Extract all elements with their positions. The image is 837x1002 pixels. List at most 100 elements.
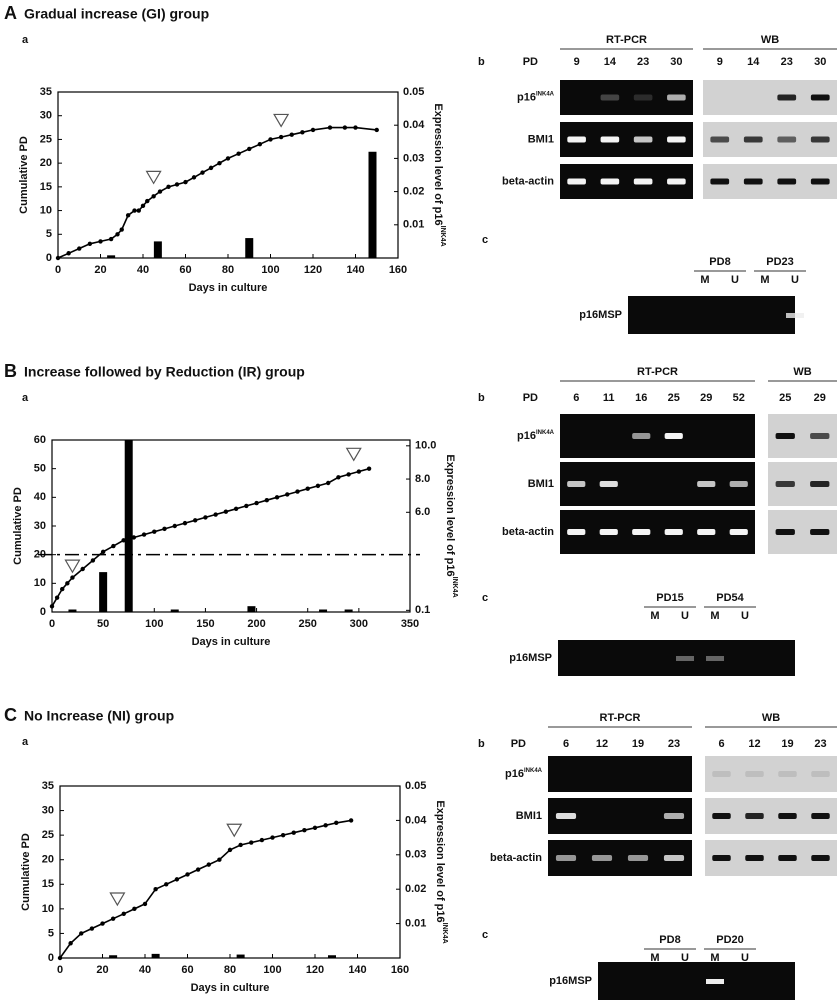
data-point [265, 498, 269, 502]
data-point [311, 128, 315, 132]
y-tick-label: 15 [40, 181, 52, 193]
gel-band [730, 529, 748, 535]
gel-band [664, 813, 684, 819]
data-point [151, 194, 155, 198]
row-label-name: BMI1 [516, 810, 542, 822]
data-point [302, 828, 306, 832]
y-tick-label: 15 [42, 878, 54, 890]
y2-tick-label: 0.02 [405, 883, 426, 895]
x-tick-label: 250 [299, 618, 317, 630]
data-point [77, 246, 81, 250]
lane-label: 6 [573, 392, 579, 404]
y-tick-label: 0 [46, 252, 52, 264]
data-point [164, 882, 168, 886]
data-point [143, 902, 147, 906]
data-point [132, 208, 136, 212]
row-label: BMI1 [516, 810, 542, 822]
data-point [268, 137, 272, 141]
data-point [328, 125, 332, 129]
data-point [285, 492, 289, 496]
lane-label: 14 [747, 56, 760, 68]
lane-label: 23 [668, 738, 680, 750]
gel-band [667, 137, 686, 143]
panel-letter: a [22, 392, 29, 404]
data-point [111, 544, 115, 548]
gel-header: RT-PCR [606, 34, 647, 46]
x-tick-label: 350 [401, 618, 419, 630]
data-point [68, 941, 72, 945]
data-point [357, 469, 361, 473]
x-axis-label: Days in culture [191, 982, 270, 994]
data-point [209, 166, 213, 170]
x-tick-label: 100 [145, 618, 163, 630]
panel-title: No Increase (NI) group [24, 708, 174, 724]
gel-band [556, 813, 576, 819]
gel-band [745, 813, 763, 819]
y-tick-label: 0 [40, 606, 46, 618]
x-tick-label: 100 [261, 264, 279, 276]
y2-tick-label: 8.0 [415, 473, 430, 485]
lane-label: 19 [781, 738, 793, 750]
pd-label: PD [523, 56, 538, 68]
y2-tick-label: 10.0 [415, 440, 436, 452]
gel-band [811, 179, 830, 185]
row-label: beta-actin [490, 852, 542, 864]
msp-gel [598, 962, 795, 1000]
data-point [292, 830, 296, 834]
y-tick-label: 10 [34, 577, 46, 589]
panel-letter: c [482, 234, 488, 246]
panel-label: B [4, 361, 17, 381]
gel-band [667, 179, 686, 185]
y2-tick-label: 0.01 [405, 918, 426, 930]
gel-band [706, 656, 724, 661]
bar [107, 255, 115, 258]
lane-label: 16 [635, 392, 647, 404]
bar [247, 606, 255, 612]
x-tick-label: 60 [179, 264, 191, 276]
y-tick-label: 40 [34, 491, 46, 503]
data-point [88, 242, 92, 246]
data-point [100, 921, 104, 925]
data-point [196, 867, 200, 871]
data-point [260, 838, 264, 842]
gel-band [810, 529, 829, 535]
row-label-name: BMI1 [528, 478, 554, 490]
row-label-name: p16 [505, 768, 524, 780]
gel-band [567, 481, 585, 487]
gel-image [560, 414, 755, 458]
gel-band [556, 855, 576, 861]
y-tick-label: 0 [48, 952, 54, 964]
data-point [111, 916, 115, 920]
data-point [254, 501, 258, 505]
msp-lane: U [681, 610, 689, 622]
msp-group: PD8 [709, 256, 730, 268]
gel-band [601, 137, 620, 143]
data-point [258, 142, 262, 146]
bar [237, 955, 245, 958]
gel-band [776, 481, 795, 487]
row-label-name: p16 [517, 430, 536, 442]
lane-label: 29 [814, 392, 826, 404]
gel-band [777, 95, 796, 101]
y-axis-label: Cumulative PD [12, 487, 24, 565]
lane-label: 9 [574, 56, 580, 68]
gel-band [777, 137, 796, 143]
msp-row-label: p16MSP [509, 652, 552, 664]
data-point [158, 189, 162, 193]
data-point [200, 170, 204, 174]
data-point [175, 182, 179, 186]
x-tick-label: 20 [94, 264, 106, 276]
bar [171, 610, 179, 612]
panel-letter: b [478, 56, 485, 68]
gel-band [745, 855, 763, 861]
data-point [313, 826, 317, 830]
data-point [375, 128, 379, 132]
msp-group: PD23 [766, 256, 794, 268]
row-label-sup: INK4A [536, 430, 555, 436]
y-tick-label: 25 [40, 133, 52, 145]
data-point [141, 204, 145, 208]
bar [345, 610, 353, 612]
gel-header: WB [762, 712, 780, 724]
gel-band [777, 179, 796, 185]
data-point [58, 956, 62, 960]
